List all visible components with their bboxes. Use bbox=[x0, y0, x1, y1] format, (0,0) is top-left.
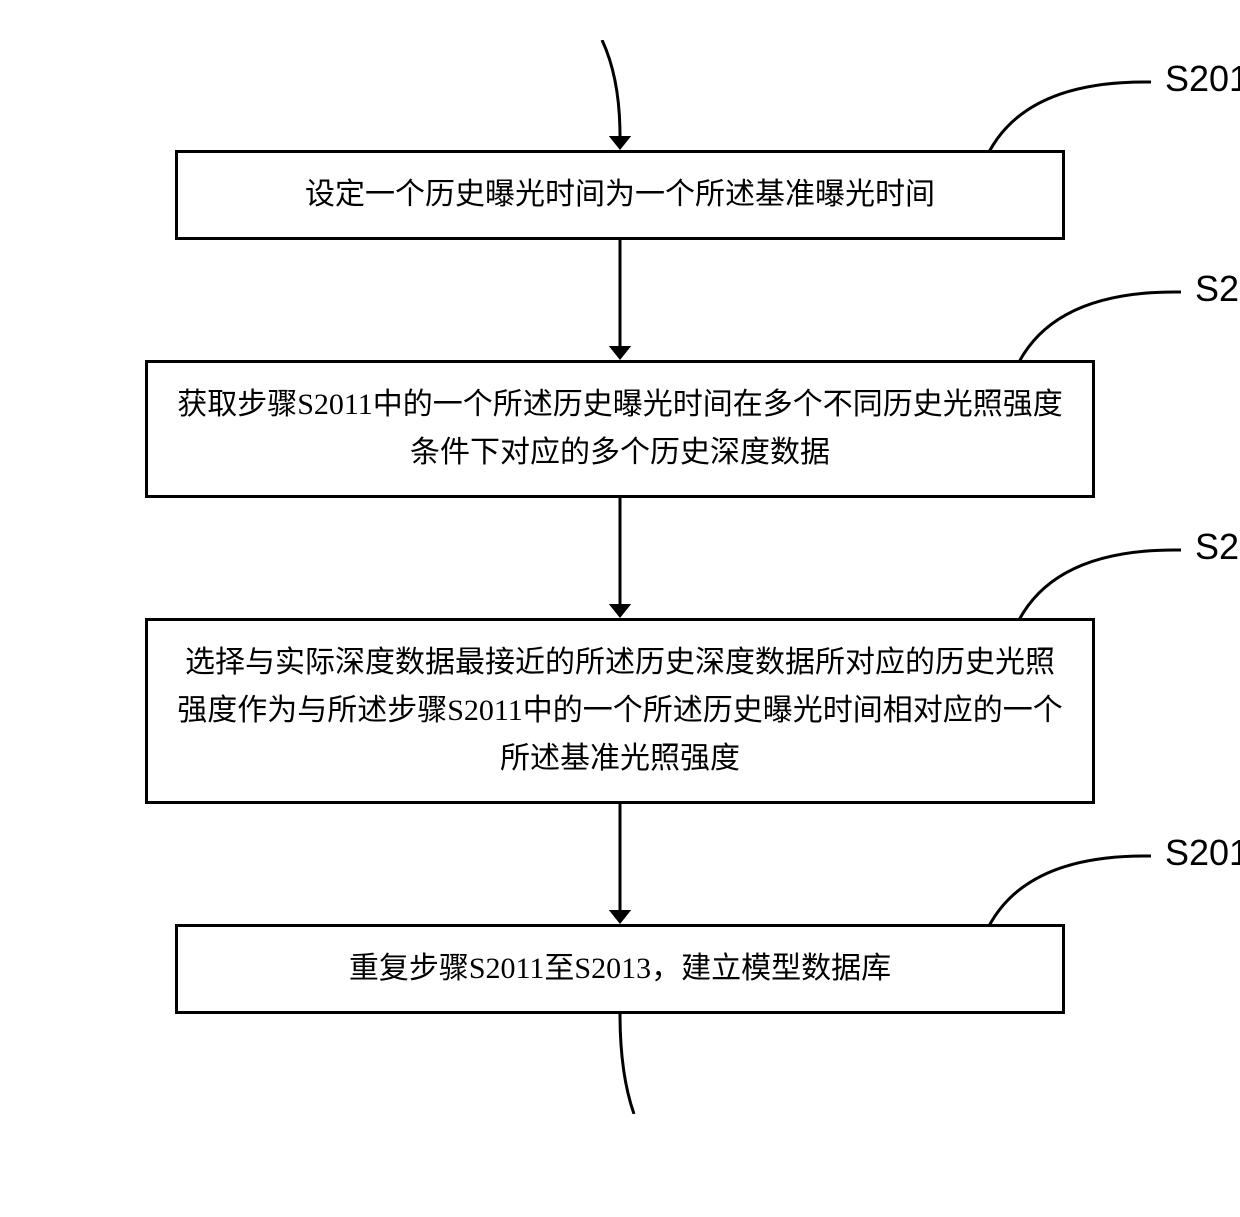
step-wrapper-S2014: 重复步骤S2011至S2013，建立模型数据库 S2014 bbox=[20, 924, 1220, 1014]
step-label-S2014: S2014 bbox=[1165, 832, 1240, 874]
step-box-S2012: 获取步骤S2011中的一个所述历史曝光时间在多个不同历史光照强度条件下对应的多个… bbox=[145, 360, 1095, 498]
flowchart-container: 设定一个历史曝光时间为一个所述基准曝光时间 S2011 获取步骤S2011中的一… bbox=[20, 40, 1220, 1114]
connector-arrow bbox=[590, 40, 650, 150]
connector-arrow bbox=[590, 498, 650, 618]
step-label-S2011: S2011 bbox=[1165, 58, 1240, 100]
step-box-S2013: 选择与实际深度数据最接近的所述历史深度数据所对应的历史光照强度作为与所述步骤S2… bbox=[145, 618, 1095, 804]
connector-arrow bbox=[590, 240, 650, 360]
step-wrapper-S2011: 设定一个历史曝光时间为一个所述基准曝光时间 S2011 bbox=[20, 150, 1220, 240]
exit-tail bbox=[590, 1014, 650, 1114]
step-wrapper-S2013: 选择与实际深度数据最接近的所述历史深度数据所对应的历史光照强度作为与所述步骤S2… bbox=[20, 618, 1220, 804]
step-label-S2013: S2013 bbox=[1195, 526, 1240, 568]
step-wrapper-S2012: 获取步骤S2011中的一个所述历史曝光时间在多个不同历史光照强度条件下对应的多个… bbox=[20, 360, 1220, 498]
connector-arrow bbox=[590, 804, 650, 924]
step-label-S2012: S2012 bbox=[1195, 268, 1240, 310]
step-box-S2014: 重复步骤S2011至S2013，建立模型数据库 bbox=[175, 924, 1065, 1014]
exit-connector bbox=[20, 1014, 1220, 1114]
step-box-S2011: 设定一个历史曝光时间为一个所述基准曝光时间 bbox=[175, 150, 1065, 240]
